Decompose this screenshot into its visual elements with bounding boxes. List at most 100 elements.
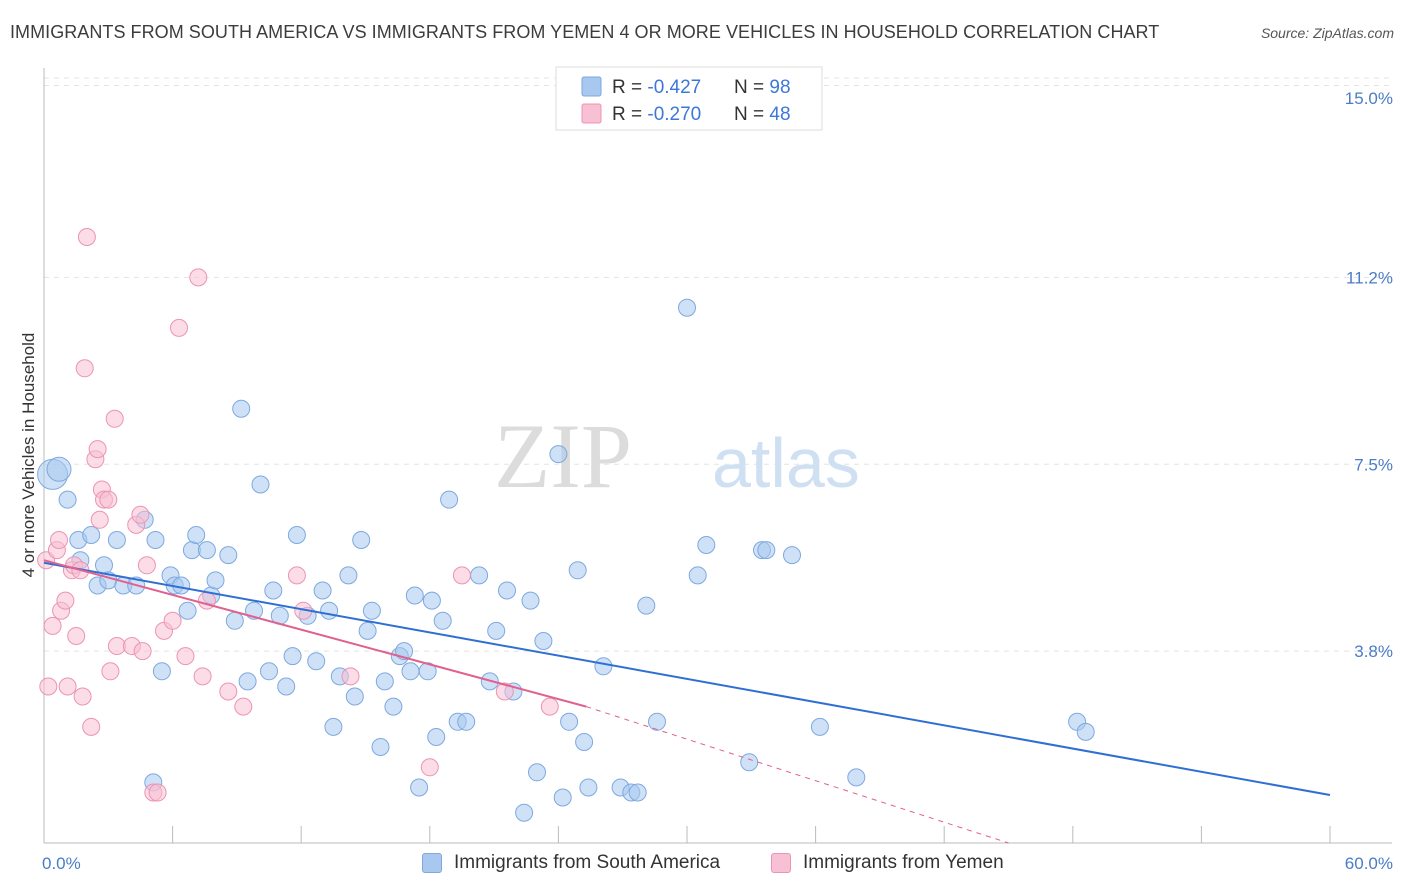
legend-item-south-america[interactable]: Immigrants from South America	[422, 852, 720, 874]
point-south-america[interactable]	[528, 763, 546, 782]
legend-item-yemen[interactable]: Immigrants from Yemen	[771, 852, 1004, 874]
point-south-america[interactable]	[521, 591, 540, 610]
point-south-america[interactable]	[498, 581, 516, 600]
point-south-america[interactable]	[219, 546, 238, 565]
point-south-america[interactable]	[371, 738, 390, 756]
point-yemen[interactable]	[148, 783, 167, 802]
point-yemen[interactable]	[495, 682, 514, 701]
point-south-america[interactable]	[82, 526, 101, 544]
point-south-america[interactable]	[594, 657, 613, 676]
point-south-america[interactable]	[238, 672, 257, 691]
point-yemen[interactable]	[193, 667, 212, 686]
point-south-america[interactable]	[178, 601, 197, 620]
point-south-america[interactable]	[187, 526, 206, 544]
point-yemen[interactable]	[189, 268, 208, 287]
point-south-america[interactable]	[146, 531, 165, 549]
point-yemen[interactable]	[131, 505, 150, 524]
point-yemen[interactable]	[67, 627, 86, 645]
point-south-america[interactable]	[375, 672, 394, 691]
point-yemen[interactable]	[73, 687, 92, 706]
point-south-america[interactable]	[422, 591, 441, 610]
point-south-america[interactable]	[358, 621, 377, 640]
point-south-america[interactable]	[95, 556, 113, 575]
point-south-america[interactable]	[260, 662, 278, 681]
point-yemen[interactable]	[82, 717, 101, 736]
point-south-america[interactable]	[1076, 722, 1095, 741]
point-south-america[interactable]	[783, 546, 801, 565]
point-south-america[interactable]	[283, 647, 302, 666]
point-south-america[interactable]	[206, 571, 225, 590]
point-south-america[interactable]	[697, 536, 716, 554]
point-yemen[interactable]	[58, 677, 77, 696]
point-south-america[interactable]	[410, 778, 429, 797]
point-yemen[interactable]	[287, 566, 306, 585]
point-south-america[interactable]	[549, 445, 568, 464]
point-yemen[interactable]	[39, 677, 58, 696]
point-south-america[interactable]	[345, 687, 364, 706]
point-south-america[interactable]	[384, 697, 403, 716]
point-south-america[interactable]	[339, 566, 358, 585]
point-south-america[interactable]	[307, 652, 326, 671]
point-south-america[interactable]	[433, 611, 452, 630]
point-south-america[interactable]	[362, 601, 381, 620]
point-yemen[interactable]	[234, 697, 253, 716]
point-south-america[interactable]	[320, 601, 339, 620]
point-south-america[interactable]	[182, 541, 201, 560]
point-yemen[interactable]	[219, 682, 238, 701]
point-south-america[interactable]	[232, 399, 251, 418]
point-south-america[interactable]	[553, 788, 572, 807]
point-yemen[interactable]	[50, 531, 68, 549]
point-south-america[interactable]	[579, 778, 598, 797]
point-south-america[interactable]	[352, 531, 371, 549]
point-south-america[interactable]	[324, 717, 343, 736]
point-south-america[interactable]	[277, 677, 296, 696]
point-south-america[interactable]	[287, 526, 306, 544]
point-yemen[interactable]	[420, 758, 439, 777]
point-south-america[interactable]	[575, 733, 594, 751]
point-yemen[interactable]	[77, 228, 96, 246]
point-yemen[interactable]	[170, 318, 188, 337]
point-south-america[interactable]	[405, 586, 424, 605]
point-south-america[interactable]	[152, 662, 171, 681]
point-south-america[interactable]	[487, 621, 506, 640]
point-yemen[interactable]	[137, 556, 156, 575]
point-south-america[interactable]	[628, 783, 647, 802]
point-south-america[interactable]	[107, 531, 126, 549]
point-yemen[interactable]	[133, 642, 152, 661]
point-yemen[interactable]	[75, 359, 94, 378]
point-yemen[interactable]	[163, 611, 182, 630]
point-yemen[interactable]	[452, 566, 471, 585]
point-south-america[interactable]	[515, 803, 534, 822]
point-yemen[interactable]	[88, 440, 107, 459]
point-south-america[interactable]	[637, 596, 656, 615]
point-south-america[interactable]	[313, 581, 332, 600]
point-south-america[interactable]	[264, 581, 283, 600]
point-south-america[interactable]	[46, 456, 72, 482]
point-yemen[interactable]	[176, 647, 195, 666]
point-south-america[interactable]	[560, 712, 579, 731]
point-yemen[interactable]	[341, 667, 360, 686]
point-yemen[interactable]	[107, 637, 126, 655]
point-yemen[interactable]	[99, 490, 118, 509]
point-south-america[interactable]	[810, 717, 829, 736]
point-south-america[interactable]	[225, 611, 244, 630]
point-south-america[interactable]	[688, 566, 707, 585]
point-south-america[interactable]	[197, 541, 216, 560]
point-south-america[interactable]	[648, 712, 666, 731]
point-south-america[interactable]	[251, 475, 270, 494]
point-south-america[interactable]	[534, 632, 553, 650]
point-south-america[interactable]	[740, 753, 759, 772]
point-south-america[interactable]	[568, 561, 587, 580]
point-yemen[interactable]	[90, 510, 109, 529]
point-south-america[interactable]	[757, 541, 776, 560]
point-south-america[interactable]	[427, 728, 446, 746]
point-south-america[interactable]	[440, 490, 459, 509]
point-south-america[interactable]	[401, 662, 420, 681]
point-yemen[interactable]	[101, 662, 120, 681]
point-south-america[interactable]	[457, 712, 476, 731]
point-yemen[interactable]	[43, 616, 62, 635]
point-yemen[interactable]	[540, 697, 559, 716]
point-south-america[interactable]	[58, 490, 77, 509]
point-yemen[interactable]	[105, 409, 124, 428]
point-yemen[interactable]	[56, 591, 75, 610]
